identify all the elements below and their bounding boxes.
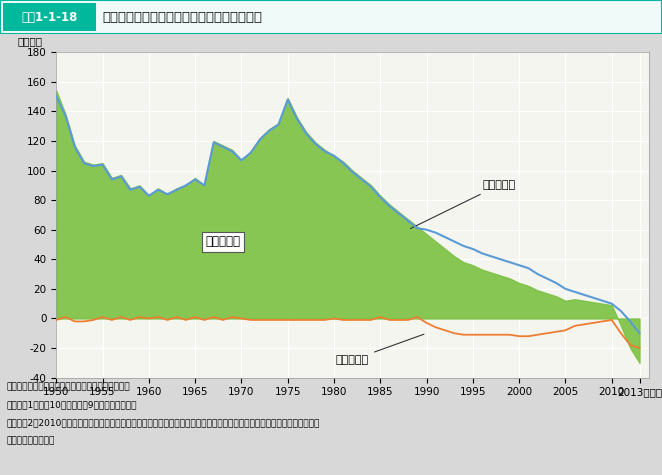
Text: しない。: しない。	[7, 437, 55, 446]
Text: 図表1-1-18: 図表1-1-18	[21, 10, 78, 24]
Text: 人口増減数、社会増減数、自然増減数の推移: 人口増減数、社会増減数、自然増減数の推移	[103, 10, 263, 24]
Text: 自然増減数: 自然増減数	[410, 180, 515, 228]
FancyBboxPatch shape	[0, 0, 662, 34]
Text: （注）　1．前年10月から当年9月までの増減数。: （注） 1．前年10月から当年9月までの増減数。	[7, 400, 137, 409]
Text: 資料：総務省統計局「国勢調査」及び「人口推計」: 資料：総務省統計局「国勢調査」及び「人口推計」	[7, 382, 130, 391]
Text: 社会増減数: 社会増減数	[336, 334, 424, 365]
Text: 人口増減数: 人口増減数	[205, 235, 240, 248]
Text: （万人）: （万人）	[18, 36, 43, 46]
Text: 2．2010年までの人口増減数には、国勢調査結果による補間補正数を含むため、自然増減数と社会増減数の和に一致: 2．2010年までの人口増減数には、国勢調査結果による補間補正数を含むため、自然…	[7, 418, 320, 428]
FancyBboxPatch shape	[3, 3, 96, 31]
